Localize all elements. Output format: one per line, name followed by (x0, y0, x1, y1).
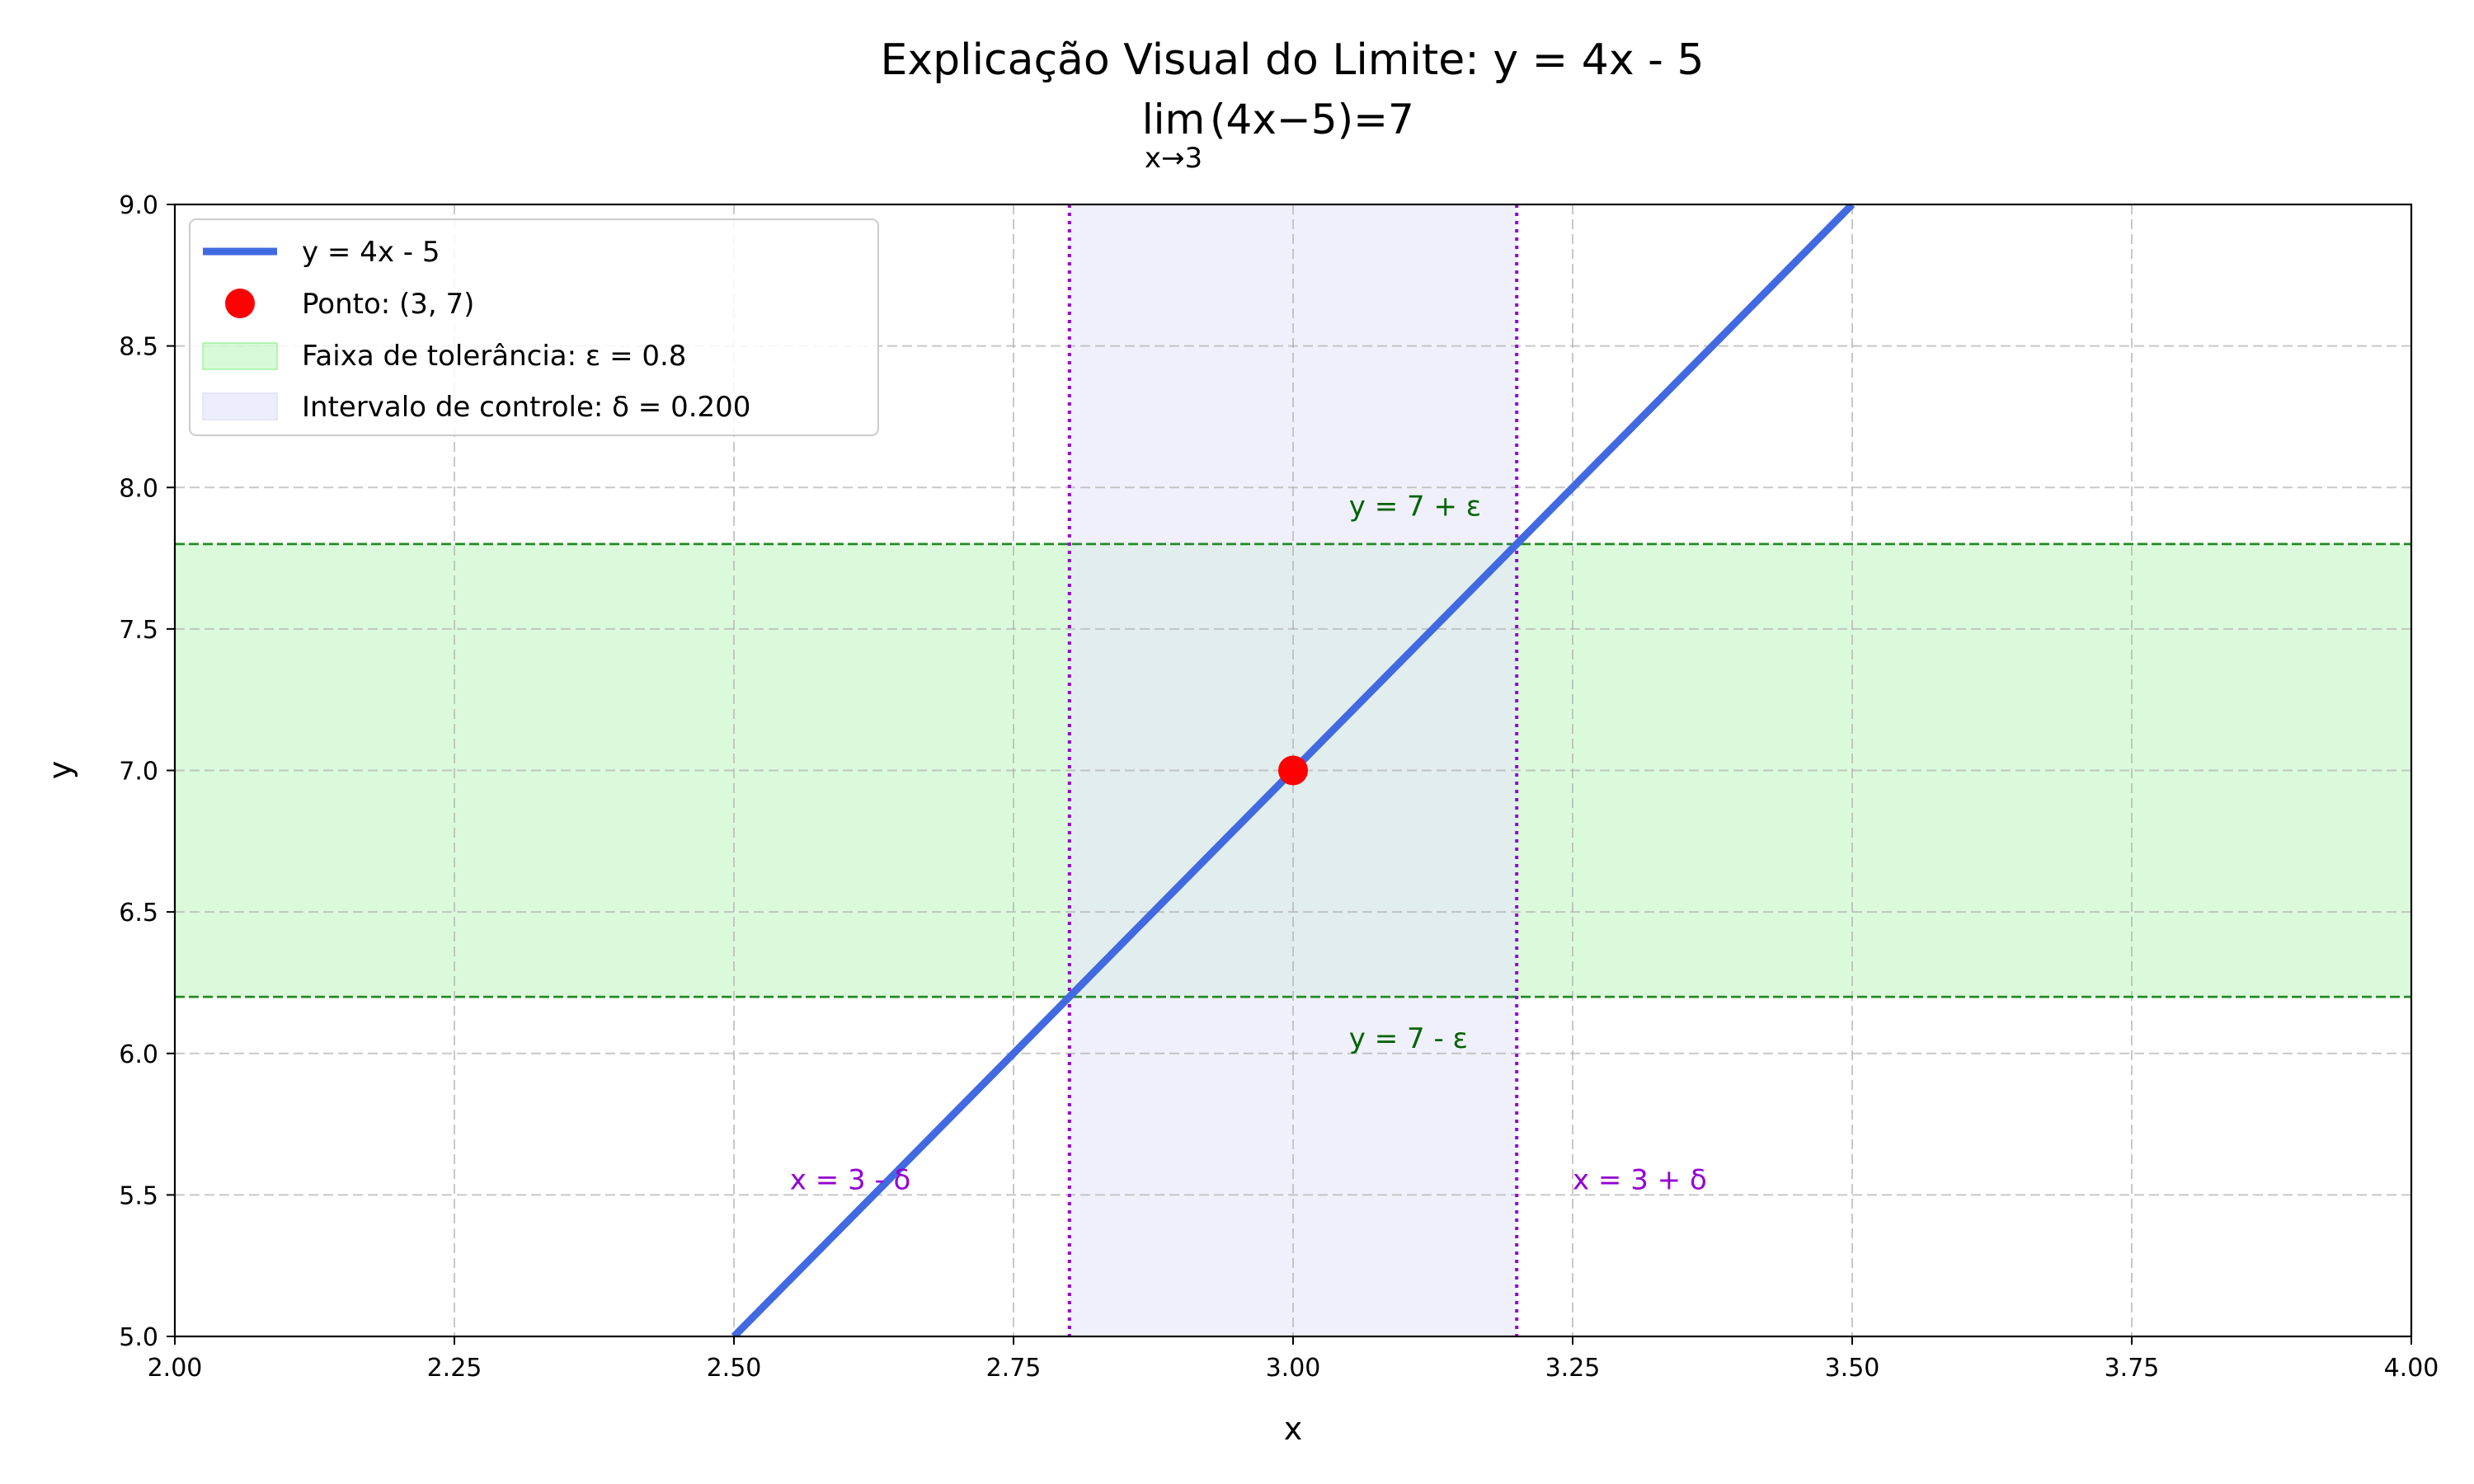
x-tick-label: 4.00 (2384, 1354, 2439, 1383)
legend-delta-swatch (202, 392, 278, 420)
annotation-right-delta: x = 3 + δ (1573, 1164, 1707, 1197)
x-tick-label: 2.00 (148, 1354, 203, 1383)
y-tick-label: 5.5 (119, 1181, 158, 1210)
x-tick-label: 2.50 (707, 1354, 762, 1383)
chart-title: Explicação Visual do Limite: y = 4x - 5 (880, 35, 1704, 85)
x-tick-label: 3.25 (1545, 1354, 1601, 1383)
legend-label-point: Ponto: (3, 7) (302, 288, 474, 321)
legend: y = 4x - 5 Ponto: (3, 7) Faixa de tolerâ… (189, 218, 879, 436)
y-tick-label: 7.0 (119, 758, 158, 787)
legend-label-epsilon: Faixa de tolerância: ε = 0.8 (302, 340, 686, 373)
x-axis-label: x (1284, 1411, 1303, 1447)
y-axis-label: y (42, 761, 78, 780)
legend-label-line: y = 4x - 5 (302, 236, 440, 269)
annotation-lower-epsilon: y = 7 - ε (1349, 1022, 1468, 1055)
x-tick-label: 3.50 (1825, 1354, 1880, 1383)
annotation-upper-epsilon: y = 7 + ε (1349, 491, 1481, 524)
x-tick-label: 2.25 (427, 1354, 482, 1383)
y-tick-label: 8.0 (119, 474, 158, 503)
legend-epsilon-swatch (202, 342, 278, 370)
y-tick-label: 6.0 (119, 1040, 158, 1069)
y-tick-label: 7.5 (119, 616, 158, 645)
x-tick-label: 2.75 (986, 1354, 1042, 1383)
y-tick-label: 9.0 (119, 191, 158, 220)
legend-box (189, 218, 879, 436)
x-tick-label: 3.00 (1266, 1354, 1321, 1383)
annotation-left-delta: x = 3 - δ (790, 1164, 911, 1197)
y-tick-label: 6.5 (119, 899, 158, 928)
y-tick-label: 8.5 (119, 333, 158, 362)
y-tick-label: 5.0 (119, 1323, 158, 1352)
legend-point-swatch (225, 289, 255, 318)
limit-subscript: x→3 (1145, 142, 1202, 175)
limit-expression: (4x−5)=7 (1210, 96, 1414, 143)
legend-label-delta: Intervalo de controle: δ = 0.200 (302, 391, 750, 424)
limit-point (1278, 755, 1308, 786)
limit-lim: lim (1142, 96, 1206, 143)
x-tick-label: 3.75 (2105, 1354, 2160, 1383)
